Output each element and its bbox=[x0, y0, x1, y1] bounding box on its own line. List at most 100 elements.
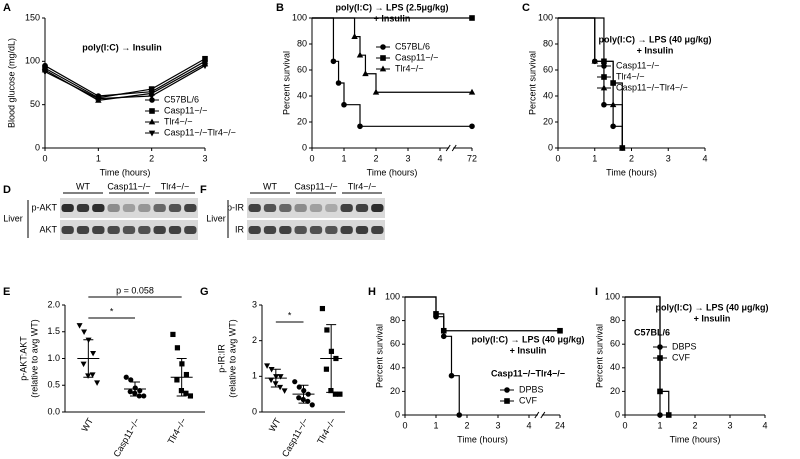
series-line bbox=[405, 296, 560, 332]
y-tick-label: 40 bbox=[610, 362, 620, 372]
y-tick-label: 60 bbox=[297, 64, 307, 74]
panel-letter: E bbox=[3, 286, 10, 298]
blot-group-label: Casp11−/− bbox=[107, 181, 150, 191]
data-point bbox=[357, 123, 363, 130]
data-point bbox=[90, 350, 97, 357]
data-point bbox=[170, 331, 176, 338]
y-tick-label: 0 bbox=[35, 142, 40, 152]
series-line bbox=[44, 58, 206, 99]
data-point bbox=[174, 345, 181, 351]
legend-label: C57BL/6 bbox=[164, 94, 199, 104]
data-point bbox=[557, 327, 563, 334]
blot-band bbox=[61, 226, 74, 234]
y-tick-label: 1.0 bbox=[47, 353, 60, 363]
legend-label: Casp11−/−Tlr4−/− bbox=[616, 82, 688, 92]
data-point bbox=[601, 101, 607, 108]
data-point bbox=[323, 366, 330, 372]
x-tick-label: 4 bbox=[762, 420, 767, 430]
x-tick-label: 2 bbox=[149, 153, 154, 163]
significance-label: p = 0.058 bbox=[116, 285, 154, 295]
y-tick-label: 100 bbox=[538, 12, 553, 22]
data-point bbox=[657, 388, 663, 395]
data-point bbox=[372, 88, 380, 95]
y-tick-label: 0 bbox=[615, 409, 620, 419]
blot-band bbox=[122, 204, 136, 212]
legend-marker bbox=[380, 55, 386, 61]
blot-band bbox=[294, 226, 307, 234]
chart-subtitle: + Insulin bbox=[637, 45, 674, 55]
legend-label: Tlr4−/− bbox=[164, 116, 193, 126]
data-point bbox=[174, 377, 180, 383]
y-tick-label: 80 bbox=[543, 38, 553, 48]
y-tick-label: 0 bbox=[252, 406, 257, 416]
y-tick-label: 150 bbox=[25, 12, 40, 22]
data-point bbox=[268, 366, 275, 373]
blot-band bbox=[138, 226, 151, 234]
legend-label: Tlr4−/− bbox=[395, 63, 424, 73]
data-point bbox=[123, 374, 129, 380]
data-point bbox=[76, 323, 83, 329]
data-point bbox=[94, 380, 101, 386]
y-axis-label: Blood glucose (mg/dL) bbox=[6, 38, 16, 128]
data-point bbox=[619, 144, 626, 151]
x-tick-label: Tlr4−/− bbox=[166, 416, 189, 446]
chart-title: poly(I:C) → Insulin bbox=[82, 42, 162, 52]
panel-letter: B bbox=[276, 2, 284, 14]
x-tick-label: 0 bbox=[42, 153, 47, 163]
y-tick-label: 3 bbox=[252, 299, 257, 309]
blot-band bbox=[340, 204, 353, 212]
y-tick-label: 40 bbox=[297, 90, 307, 100]
legend-marker bbox=[657, 344, 663, 350]
significance-label: * bbox=[110, 306, 114, 316]
blot-row-label: IR bbox=[235, 224, 245, 234]
data-point bbox=[183, 390, 189, 396]
chart-title: poly(I:C) → LPS (40 μg/kg) bbox=[471, 334, 584, 344]
data-point bbox=[591, 57, 598, 64]
y-axis-label: Percent survival bbox=[527, 51, 537, 115]
legend-label: DBPS bbox=[672, 341, 697, 351]
legend-marker bbox=[379, 65, 387, 72]
blot-strip bbox=[247, 198, 385, 218]
x-tick-label: 2 bbox=[464, 420, 469, 430]
series-line bbox=[558, 17, 623, 148]
chart-title: poly(I:C) → LPS (2.5μg/kg) bbox=[335, 2, 448, 12]
sd-bar bbox=[326, 324, 337, 393]
legend-marker bbox=[504, 398, 510, 404]
x-tick-label: 1 bbox=[96, 153, 101, 163]
legend-label: Casp11−/−Tlr4−/− bbox=[164, 127, 236, 137]
blot-band bbox=[294, 204, 307, 212]
y-tick-label: 20 bbox=[543, 116, 553, 126]
axis-break bbox=[445, 144, 457, 152]
data-point bbox=[469, 15, 475, 21]
x-tick-label: 0 bbox=[622, 420, 627, 430]
x-axis-label: Time (hours) bbox=[367, 167, 418, 177]
data-point bbox=[319, 305, 326, 312]
x-tick-label: WT bbox=[79, 416, 95, 434]
series-line bbox=[405, 296, 460, 415]
blot-band bbox=[168, 226, 182, 234]
panel-letter: I bbox=[595, 286, 598, 298]
panel-letter: F bbox=[200, 184, 207, 196]
data-point bbox=[202, 55, 208, 62]
legend-label: Casp11−/− bbox=[164, 105, 207, 115]
x-tick-label: 1 bbox=[341, 153, 346, 163]
x-tick-label: 1 bbox=[592, 153, 597, 163]
legend-marker bbox=[148, 130, 156, 137]
panel-letter: D bbox=[3, 184, 11, 196]
x-tick-label: 0 bbox=[555, 153, 560, 163]
data-point bbox=[469, 123, 475, 130]
y-tick-label: 0 bbox=[548, 142, 553, 152]
y-tick-label: 80 bbox=[610, 315, 620, 325]
y-tick-label: 20 bbox=[297, 116, 307, 126]
y-tick-label: 100 bbox=[605, 291, 620, 301]
series-line bbox=[312, 17, 472, 93]
blot-band bbox=[153, 204, 166, 212]
blot-band bbox=[92, 204, 105, 212]
blot-band bbox=[325, 226, 338, 234]
blot-band bbox=[107, 204, 120, 212]
blot-band bbox=[153, 226, 166, 234]
blot-group-label: Casp11−/− bbox=[294, 181, 337, 191]
data-point bbox=[351, 33, 358, 39]
blot-group-label: WT bbox=[76, 181, 90, 191]
y-tick-label: 50 bbox=[30, 99, 40, 109]
